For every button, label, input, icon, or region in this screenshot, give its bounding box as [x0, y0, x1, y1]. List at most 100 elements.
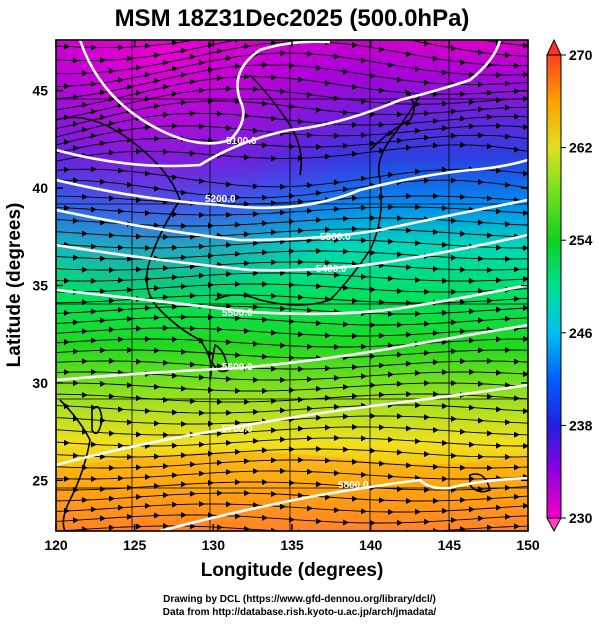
wind-arrow [253, 502, 259, 509]
wind-arrow [64, 309, 70, 316]
wind-arrow [352, 226, 358, 233]
wind-arrow [334, 507, 340, 514]
streamline [56, 272, 528, 282]
wind-arrow [73, 217, 79, 224]
wind-arrow [118, 244, 124, 251]
wind-arrow [64, 439, 70, 446]
wind-arrow [82, 266, 88, 273]
streamline [56, 88, 528, 121]
wind-arrow [334, 132, 340, 139]
wind-arrow [298, 259, 304, 266]
wind-arrow [307, 435, 313, 442]
wind-arrow [298, 118, 304, 125]
wind-arrow [487, 358, 493, 365]
wind-arrow [82, 299, 88, 306]
wind-arrow [370, 72, 376, 79]
wind-arrow [406, 90, 412, 97]
wind-arrow [100, 178, 106, 185]
colorbar-tick-label: 230 [569, 510, 593, 526]
wind-arrow [199, 178, 205, 185]
wind-arrow [514, 464, 520, 471]
wind-arrow [496, 306, 502, 313]
wind-arrow [316, 65, 322, 72]
wind-arrow [127, 347, 133, 354]
wind-arrow [460, 358, 466, 365]
wind-arrow [199, 243, 205, 250]
wind-arrow [280, 305, 286, 312]
wind-arrow [280, 183, 286, 190]
wind-arrow [163, 111, 169, 118]
wind-arrow [280, 503, 286, 510]
wind-arrow [253, 539, 259, 545]
wind-arrow [271, 155, 277, 162]
wind-arrow [118, 306, 124, 313]
wind-arrow [307, 542, 313, 548]
wind-arrow [352, 195, 358, 202]
wind-arrow [64, 138, 70, 145]
wind-arrow [523, 210, 528, 217]
wind-arrow [343, 68, 349, 75]
wind-arrow [235, 63, 241, 70]
wind-arrow [370, 286, 376, 293]
wind-arrow [82, 526, 88, 531]
x-axis-label: Longitude (degrees) [201, 560, 384, 581]
wind-arrow [433, 359, 439, 366]
wind-arrow [109, 464, 115, 471]
streamline [56, 371, 528, 381]
colorbar-tick-label: 254 [569, 232, 593, 248]
wind-arrow [217, 459, 223, 466]
wind-arrow [442, 100, 448, 107]
y-tick-label: 30 [32, 375, 48, 391]
wind-arrow [325, 80, 331, 87]
streamline [56, 327, 528, 337]
wind-arrow [199, 337, 205, 344]
wind-arrow [451, 217, 457, 224]
wind-arrow [496, 167, 502, 174]
wind-arrow [91, 277, 97, 284]
wind-arrow [262, 61, 268, 68]
wind-arrow [352, 332, 358, 339]
wind-arrow [514, 146, 520, 153]
wind-arrow [388, 342, 394, 349]
wind-arrow [505, 315, 511, 322]
wind-arrow [280, 50, 286, 57]
wind-arrow [217, 326, 223, 333]
y-axis: 25 30 35 40 45 [32, 83, 528, 488]
wind-arrow [442, 241, 448, 248]
wind-arrow [181, 420, 187, 427]
wind-arrow [226, 501, 232, 508]
wind-arrow [172, 122, 178, 129]
wind-arrow [388, 171, 394, 178]
wind-arrow [433, 391, 439, 398]
wind-arrow [100, 347, 106, 354]
wind-arrow [415, 402, 421, 409]
wind-arrow [406, 193, 412, 200]
wind-arrow [433, 265, 439, 272]
wind-arrow [424, 518, 430, 525]
wind-arrow [100, 89, 106, 96]
wind-arrow [307, 307, 313, 314]
wind-arrow [73, 177, 79, 184]
wind-arrow [109, 195, 115, 202]
wind-arrow [262, 447, 268, 454]
wind-arrow [523, 71, 528, 78]
wind-arrow [91, 535, 97, 541]
wind-arrow [442, 205, 448, 212]
wind-arrow [163, 359, 169, 366]
wind-arrow [298, 227, 304, 234]
wind-arrow [514, 358, 520, 365]
wind-arrow [370, 413, 376, 420]
wind-arrow [307, 343, 313, 350]
wind-arrow [226, 339, 232, 346]
wind-arrow [343, 384, 349, 391]
wind-arrow [424, 486, 430, 493]
wind-arrow [469, 506, 475, 513]
wind-arrow [91, 506, 97, 513]
wind-arrow [343, 413, 349, 420]
wind-arrow [172, 336, 178, 343]
wind-arrow [307, 50, 313, 57]
wind-arrow [379, 362, 385, 369]
wind-arrow [334, 179, 340, 186]
wind-arrow [415, 168, 421, 175]
wind-arrow [190, 325, 196, 332]
